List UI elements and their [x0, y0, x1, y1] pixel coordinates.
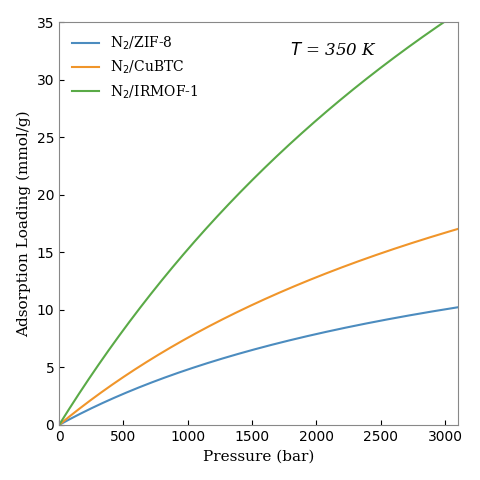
N$_2$/ZIF-8: [134, 385, 140, 391]
N$_2$/IRMOF-1: [455, 10, 461, 16]
N$_2$/IRMOF-1: [434, 24, 440, 30]
N$_2$/ZIF-8: [58, 421, 64, 427]
N$_2$/CuBTC: [58, 420, 64, 426]
Line: N$_2$/CuBTC: N$_2$/CuBTC: [59, 229, 458, 425]
N$_2$/IRMOF-1: [251, 175, 257, 181]
N$_2$/ZIF-8: [80, 409, 86, 415]
N$_2$/IRMOF-1: [80, 385, 86, 391]
X-axis label: Pressure (bar): Pressure (bar): [203, 449, 314, 463]
N$_2$/CuBTC: [73, 409, 79, 415]
Y-axis label: Adsorption Loading (mmol/g): Adsorption Loading (mmol/g): [17, 110, 31, 337]
Legend: N$_2$/ZIF-8, N$_2$/CuBTC, N$_2$/IRMOF-1: N$_2$/ZIF-8, N$_2$/CuBTC, N$_2$/IRMOF-1: [66, 29, 204, 106]
N$_2$/CuBTC: [434, 232, 440, 238]
N$_2$/CuBTC: [80, 403, 86, 409]
N$_2$/ZIF-8: [73, 413, 79, 419]
N$_2$/ZIF-8: [434, 308, 440, 313]
N$_2$/IRMOF-1: [73, 396, 79, 402]
N$_2$/CuBTC: [455, 226, 461, 232]
Line: N$_2$/IRMOF-1: N$_2$/IRMOF-1: [59, 13, 458, 425]
N$_2$/CuBTC: [134, 365, 140, 371]
N$_2$/ZIF-8: [455, 304, 461, 310]
N$_2$/ZIF-8: [56, 422, 62, 428]
Text: $T$ = 350 K: $T$ = 350 K: [290, 42, 377, 60]
N$_2$/CuBTC: [251, 301, 257, 307]
N$_2$/ZIF-8: [251, 347, 257, 352]
N$_2$/CuBTC: [56, 422, 62, 428]
N$_2$/IRMOF-1: [56, 422, 62, 428]
Line: N$_2$/ZIF-8: N$_2$/ZIF-8: [59, 307, 458, 425]
N$_2$/IRMOF-1: [134, 309, 140, 314]
N$_2$/IRMOF-1: [58, 419, 64, 425]
